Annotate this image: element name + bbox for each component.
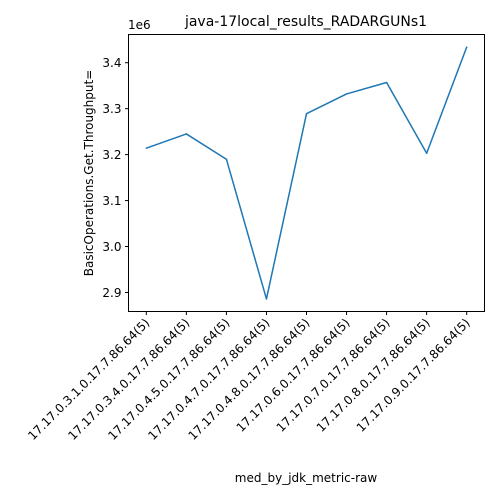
data-point [345, 93, 348, 95]
plot-area [145, 46, 468, 300]
y-tick-label: 3.1 [102, 194, 121, 208]
data-point [425, 152, 428, 154]
y-tick-label: 2.9 [102, 286, 121, 300]
data-point [465, 46, 468, 48]
y-tick-label: 3.4 [102, 56, 121, 70]
y-axis-multiplier: 1e6 [128, 18, 151, 32]
chart-title: java-17local_results_RADARGUNs1 [184, 14, 427, 30]
y-tick-label: 3.2 [102, 148, 121, 162]
data-point [185, 133, 188, 135]
data-point [225, 158, 228, 160]
x-axis-ticks: 17.17.0.3.1.0.17.7.86.64(5)17.17.0.3.4.0… [25, 311, 473, 443]
data-point [305, 112, 308, 115]
data-point [265, 298, 268, 300]
data-point [385, 81, 388, 84]
series-line-0 [146, 46, 468, 300]
axes-frame [128, 34, 485, 312]
y-axis-title: BasicOperations.Get.Throughput= [82, 70, 96, 277]
x-axis-title: med_by_jdk_metric-raw [235, 471, 378, 485]
y-tick-label: 3.0 [102, 240, 121, 254]
data-point [145, 147, 148, 149]
y-tick-label: 3.3 [102, 102, 121, 116]
y-axis-ticks: 2.9 3.0 3.1 3.2 3.3 3.4 [102, 56, 129, 300]
